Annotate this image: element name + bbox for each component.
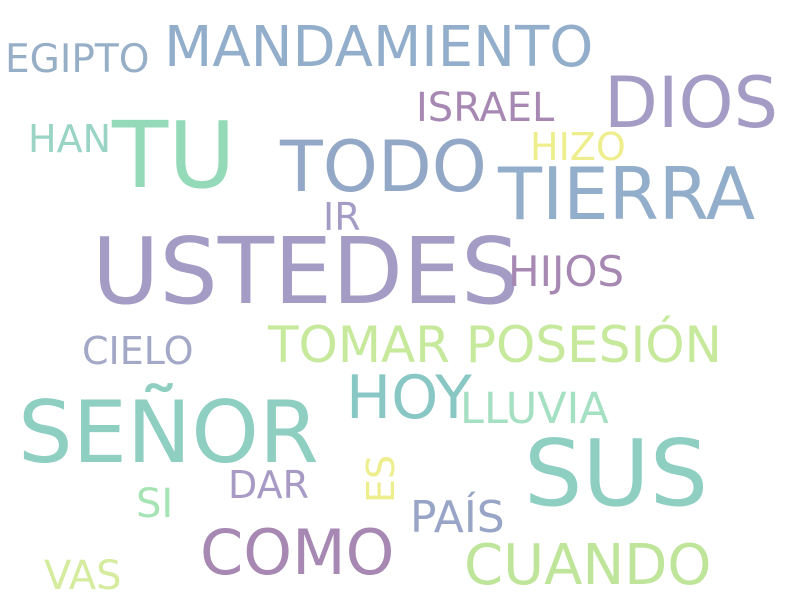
word-israel: ISRAEL — [416, 85, 555, 131]
word-mandamiento: MANDAMIENTO — [164, 15, 594, 80]
word-lluvia: LLUVIA — [460, 384, 609, 434]
word-cielo: CIELO — [82, 329, 194, 373]
word-ir: IR — [323, 195, 361, 239]
word-senor: SEÑOR — [18, 383, 319, 483]
word-egipto: EGIPTO — [5, 37, 150, 82]
word-hoy: HOY — [346, 363, 472, 433]
word-ustedes: USTEDES — [92, 218, 520, 325]
word-dar: DAR — [228, 463, 309, 507]
word-cuando: CUANDO — [464, 533, 712, 598]
word-hizo: HIZO — [530, 125, 626, 169]
word-dios: DIOS — [604, 62, 779, 144]
word-hijos: HIJOS — [508, 247, 625, 296]
word-todo: TODO — [280, 126, 487, 208]
word-tomar-posesion: TOMAR POSESIÓN — [268, 316, 722, 374]
word-pais: PAÍS — [410, 492, 505, 543]
word-si: SI — [136, 481, 174, 527]
word-tierra: TIERRA — [498, 152, 756, 236]
word-vas: VAS — [44, 553, 122, 599]
word-han: HAN — [28, 117, 111, 161]
word-sus: SUS — [524, 420, 709, 527]
word-tu: TU — [112, 102, 236, 209]
word-como: COMO — [200, 516, 395, 589]
word-es: ES — [359, 454, 404, 504]
